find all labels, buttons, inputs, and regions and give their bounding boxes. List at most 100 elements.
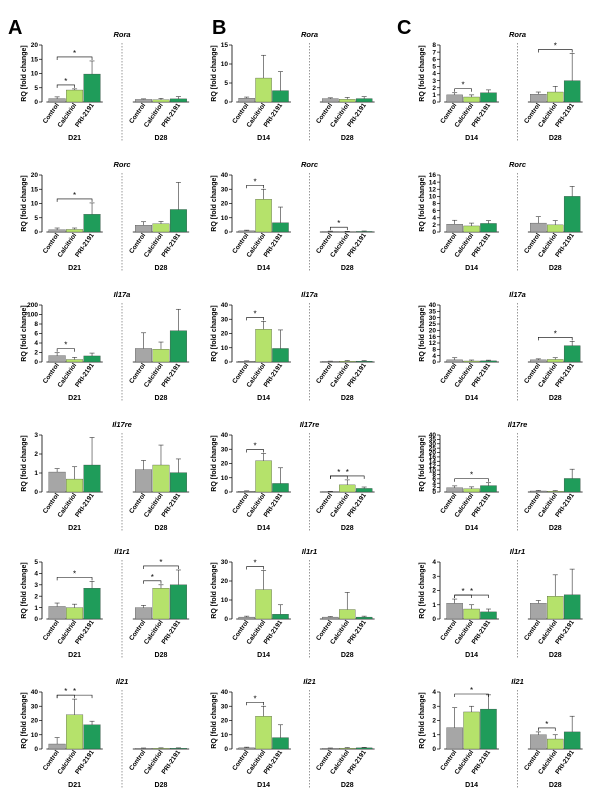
y-tick-label: 12 (429, 463, 437, 470)
bar-d28-pri-2191 (169, 98, 187, 103)
group-label: D21 (68, 395, 81, 402)
y-axis-label: RQ [fold change] (21, 435, 28, 491)
y-tick-label: 30 (429, 441, 437, 448)
significance-star: * (73, 49, 76, 58)
significance-bracket (143, 580, 162, 584)
bar-d28-pri-2191 (169, 209, 187, 233)
chart-title: Il21 (511, 677, 524, 686)
group-label: D28 (549, 265, 562, 272)
y-tick-label: 4 (34, 340, 38, 347)
significance-star: * (159, 558, 162, 567)
y-tick-label: 8 (432, 42, 436, 49)
y-tick-label: 6 (432, 56, 436, 63)
significance-star: * (64, 687, 67, 696)
y-tick-label: 30 (31, 703, 39, 710)
significance-bracket (246, 184, 264, 189)
chart-title: Il17a (114, 290, 131, 299)
y-axis-label: RQ [fold change] (419, 175, 426, 231)
bar-d14-calcitriol (255, 716, 272, 750)
bar-d28-calcitriol (152, 464, 170, 493)
y-tick-label: 1 (34, 470, 38, 477)
y-tick-label: 0 (224, 99, 228, 106)
bar-d21-pri-2191 (83, 73, 101, 103)
y-tick-label: 2 (34, 350, 38, 357)
y-tick-label: 0 (34, 99, 38, 106)
chart-title: Rorc (509, 160, 527, 169)
y-tick-label: 10 (221, 215, 229, 222)
bar-d14-control (446, 603, 463, 620)
y-tick-label: 20 (221, 718, 229, 725)
y-tick-label: 3 (432, 573, 436, 580)
y-tick-label: 30 (221, 559, 229, 566)
y-tick-label: 10 (221, 345, 229, 352)
bar-d28-calcitriol (547, 738, 564, 750)
bar-d28-calcitriol (339, 747, 356, 750)
bar-d28-calcitriol (339, 609, 356, 620)
group-label: D28 (155, 395, 168, 402)
group-label: D28 (549, 652, 562, 659)
significance-bracket (454, 88, 472, 92)
bar-d21-pri-2191 (83, 464, 101, 493)
y-tick-label: 40 (429, 302, 437, 309)
significance-star: * (346, 468, 349, 477)
significance-bracket (538, 337, 573, 341)
y-axis-label: RQ [fold change] (211, 175, 218, 231)
panel-label-c: C (397, 17, 411, 39)
y-tick-label: 30 (221, 316, 229, 323)
y-tick-label: 0 (432, 616, 436, 623)
group-label: D28 (549, 135, 562, 142)
y-tick-label: 2 (432, 588, 436, 595)
bar-d28-pri-2191 (355, 488, 373, 493)
significance-bracket (246, 317, 264, 321)
y-tick-label: 20 (221, 331, 229, 338)
y-tick-label: 30 (221, 703, 229, 710)
significance-star: * (470, 686, 473, 695)
bar-d28-calcitriol (152, 99, 170, 103)
significance-star: * (462, 81, 465, 90)
y-tick-label: 0 (432, 746, 436, 753)
bar-d28-pri-2191 (355, 747, 373, 750)
bar-d21-control (48, 98, 66, 103)
y-tick-label: 15 (31, 56, 39, 63)
y-tick-label: 2 (432, 85, 436, 92)
bar-d28-calcitriol (339, 360, 356, 363)
group-label: D28 (155, 782, 168, 789)
y-tick-label: 0 (224, 746, 228, 753)
bar-d28-calcitriol (152, 748, 170, 750)
group-label: D14 (465, 395, 478, 402)
y-axis-label: RQ [fold change] (211, 45, 218, 101)
y-tick-label: 35 (429, 309, 437, 316)
y-tick-label: 15 (221, 42, 229, 49)
bar-d28-calcitriol (547, 224, 564, 233)
significance-bracket (454, 693, 489, 697)
bar-d14-pri-2191 (480, 708, 497, 750)
y-tick-label: 10 (429, 194, 437, 201)
bar-d21-pri-2191 (83, 724, 101, 750)
bar-d14-pri-2191 (480, 223, 497, 233)
group-label: D14 (257, 135, 270, 142)
y-axis-label: RQ [fold change] (419, 45, 426, 101)
bar-d14-pri-2191 (272, 222, 289, 233)
significance-star: * (545, 720, 548, 729)
y-tick-label: 10 (31, 732, 39, 739)
y-tick-label: 10 (221, 732, 229, 739)
bar-d28-pri-2191 (355, 616, 373, 620)
y-tick-label: 20 (429, 328, 437, 335)
significance-bracket (56, 56, 93, 60)
panel-label-b: B (212, 17, 226, 39)
y-tick-label: 5 (34, 559, 38, 566)
bar-d28-control (530, 490, 547, 493)
y-tick-label: 8 (432, 347, 436, 354)
y-tick-label: 10 (31, 71, 39, 78)
y-axis-label: RQ [fold change] (419, 562, 426, 618)
significance-bracket (246, 566, 264, 570)
